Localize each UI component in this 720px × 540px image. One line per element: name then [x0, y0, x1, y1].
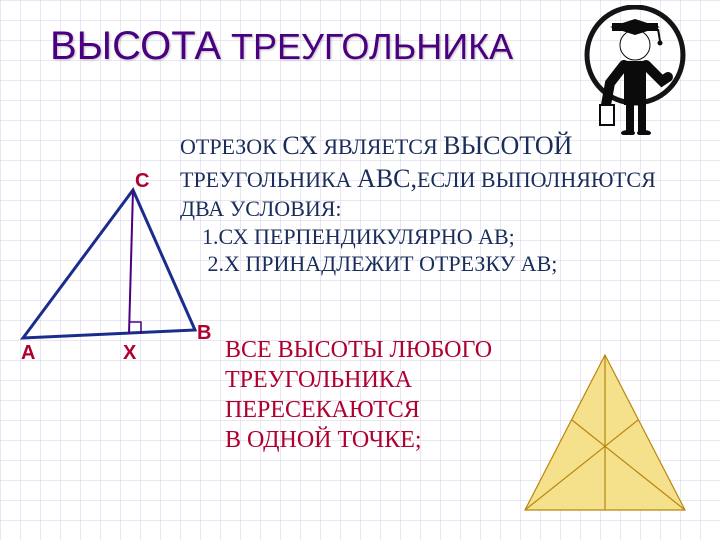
- title-word-2: ТРЕУГОЛЬНИКА: [231, 26, 513, 67]
- triangle-abc-diagram: А В С Х: [15, 170, 215, 370]
- vertex-label-b: В: [197, 322, 211, 345]
- title-word-1: ВЫСОТА: [50, 24, 221, 68]
- triangle-abc-svg: [15, 170, 215, 370]
- def-cond2: 2.Х ПРИНАДЛЕЖИТ ОТРЕЗКУ АВ;: [202, 251, 557, 276]
- def-t7: ЕСЛИ ВЫПОЛНЯЮТСЯ: [417, 167, 656, 192]
- conc-l1: ВСЕ ВЫСОТЫ ЛЮБОГО: [225, 337, 492, 363]
- def-t1: ОТРЕЗОК: [180, 134, 282, 159]
- def-t6: АВС,: [357, 164, 417, 193]
- conc-l3: ПЕРЕСЕКАЮТСЯ: [225, 397, 420, 423]
- conc-l4: В ОДНОЙ ТОЧКЕ;: [225, 427, 422, 453]
- definition-text: ОТРЕЗОК СХ ЯВЛЯЕТСЯ ВЫСОТОЙ ТРЕУГОЛЬНИКА…: [180, 130, 680, 278]
- conc-l2: ТРЕУГОЛЬНИКА: [225, 367, 412, 393]
- slide-title: ВЫСОТА ТРЕУГОЛЬНИКА: [50, 24, 513, 69]
- vertex-label-a: А: [21, 342, 35, 365]
- def-cond1: 1.СХ ПЕРПЕНДИКУЛЯРНО АВ;: [202, 224, 515, 249]
- def-t2: СХ: [282, 131, 317, 160]
- def-t3: ЯВЛЯЕТСЯ: [318, 134, 443, 159]
- conclusion-text: ВСЕ ВЫСОТЫ ЛЮБОГО ТРЕУГОЛЬНИКА ПЕРЕСЕКАЮ…: [225, 335, 545, 455]
- scholar-icon: [580, 5, 690, 135]
- vertex-label-x: Х: [123, 342, 136, 365]
- def-t4: ВЫСОТОЙ: [443, 131, 572, 160]
- altitudes-diagram: [520, 350, 690, 520]
- vertex-label-c: С: [135, 170, 149, 193]
